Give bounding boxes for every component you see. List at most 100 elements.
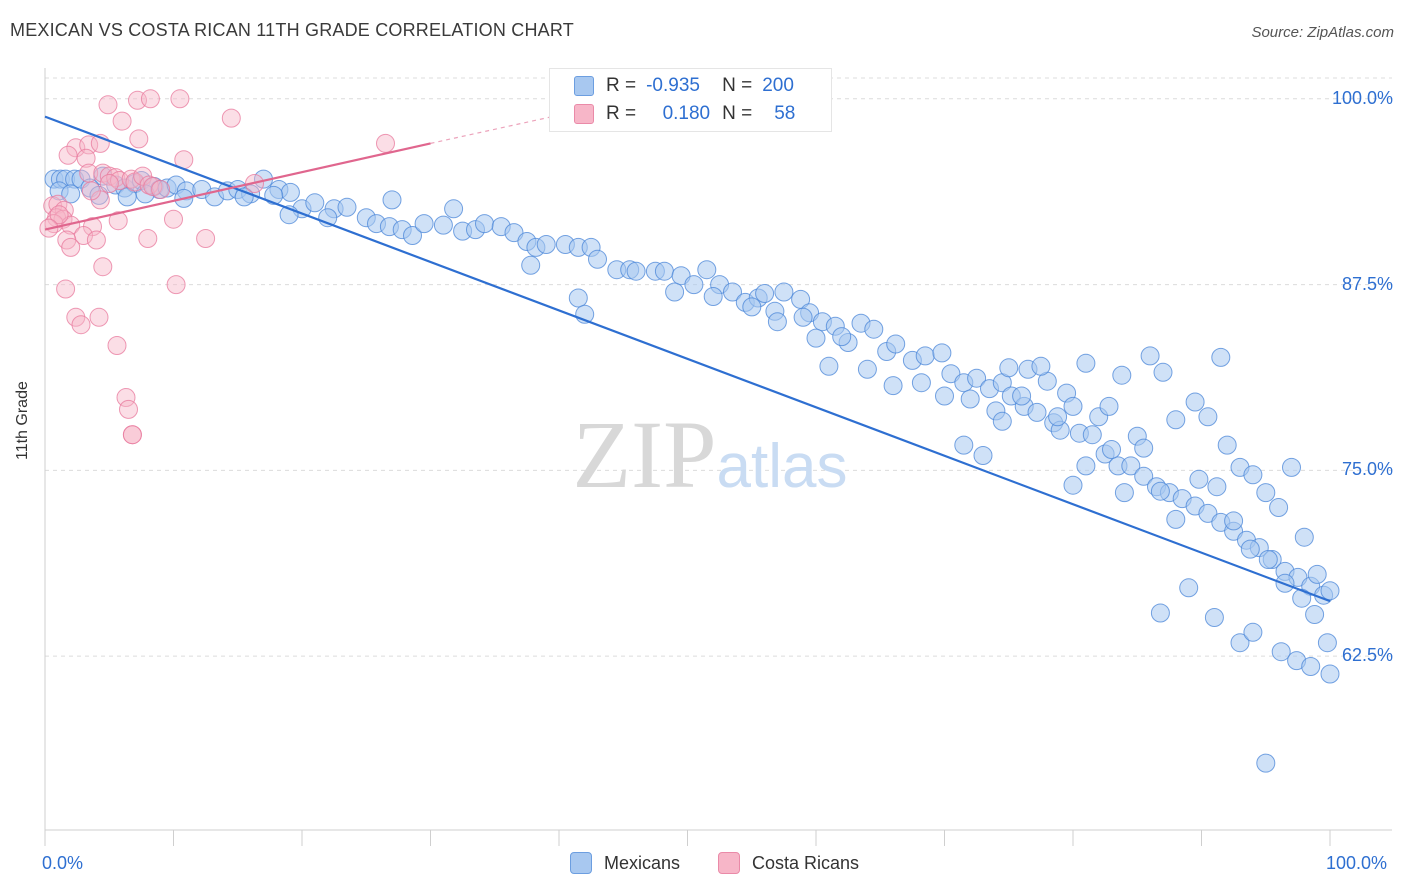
y-tick-label: 75.0%	[1341, 459, 1393, 480]
data-point	[129, 129, 149, 149]
data-point	[1012, 386, 1032, 406]
data-point	[1317, 633, 1337, 653]
data-point	[1224, 511, 1244, 531]
data-point	[1102, 440, 1121, 459]
data-point	[568, 288, 588, 308]
legend-swatch-costa-ricans	[574, 104, 594, 124]
series-costa-ricans	[39, 89, 395, 445]
data-point	[932, 343, 952, 363]
data-point	[1048, 407, 1068, 427]
data-point	[1166, 509, 1186, 529]
watermark-zip: ZIP	[573, 401, 717, 508]
data-point	[1082, 425, 1102, 445]
data-point	[1243, 465, 1263, 485]
data-point	[93, 257, 113, 277]
data-point	[89, 307, 109, 327]
data-point	[61, 237, 81, 257]
data-point	[1211, 347, 1231, 367]
data-point	[1198, 503, 1218, 523]
data-point	[81, 181, 101, 201]
data-point	[138, 229, 158, 248]
data-point	[337, 197, 357, 217]
data-point	[49, 205, 69, 225]
source-label: Source: ZipAtlas.com	[1251, 24, 1394, 41]
y-tick-label: 100.0%	[1331, 87, 1393, 108]
data-point	[992, 411, 1012, 431]
data-point	[1121, 456, 1141, 476]
data-point	[382, 190, 402, 210]
legend-swatch-mexicans	[574, 76, 594, 96]
data-point	[935, 386, 954, 406]
data-point	[280, 182, 300, 202]
data-point	[1134, 438, 1154, 458]
data-point	[166, 275, 186, 295]
data-point	[941, 364, 961, 384]
data-point	[1217, 435, 1237, 455]
data-point	[1166, 410, 1186, 430]
y-axis-label: 11th Grade	[14, 381, 31, 460]
data-point	[1027, 402, 1047, 422]
data-point	[1031, 356, 1051, 376]
data-point	[1134, 466, 1154, 486]
data-point	[119, 399, 138, 419]
data-point	[475, 214, 494, 234]
points	[39, 89, 1340, 773]
data-point	[1153, 362, 1173, 382]
data-point	[1320, 664, 1340, 684]
data-point	[742, 297, 762, 317]
bottom-legend-mexicans: Mexicans	[570, 852, 680, 874]
data-point	[1301, 657, 1321, 676]
legend-row-costa-ricans: R = 0.180 N = 58	[574, 101, 795, 127]
data-point	[915, 346, 935, 366]
data-point	[1320, 581, 1340, 601]
data-point	[1076, 456, 1096, 476]
grid	[45, 77, 1392, 657]
data-point	[121, 169, 141, 189]
data-point	[112, 111, 132, 131]
legend-n-value: 58	[774, 103, 796, 124]
data-point	[521, 255, 541, 275]
data-point	[767, 312, 787, 332]
data-point	[117, 187, 137, 207]
data-point	[99, 174, 119, 193]
data-point	[536, 235, 556, 254]
legend-r-value: -0.935	[646, 75, 700, 96]
axes	[44, 68, 1392, 846]
data-point	[1305, 605, 1325, 624]
series-mexicans	[44, 166, 1340, 773]
data-point	[1076, 353, 1096, 373]
data-point	[221, 108, 241, 128]
bottom-legend-swatch-mexicans	[570, 852, 592, 874]
data-point	[433, 215, 453, 235]
y-tick-label: 62.5%	[1341, 645, 1393, 666]
watermark: ZIPatlas	[573, 401, 848, 508]
data-point	[703, 287, 723, 306]
data-point	[58, 145, 78, 165]
data-point	[170, 89, 190, 109]
data-point	[1099, 396, 1119, 416]
data-point	[1307, 564, 1327, 584]
data-point	[886, 334, 906, 354]
data-point	[999, 358, 1019, 378]
data-point	[967, 368, 987, 388]
data-point	[723, 282, 742, 302]
data-point	[1204, 608, 1224, 627]
data-point	[116, 388, 136, 407]
data-point	[1292, 588, 1312, 608]
data-point	[151, 180, 171, 199]
data-point	[960, 389, 980, 409]
data-point	[98, 95, 118, 115]
data-point	[414, 214, 434, 234]
legend-row-mexicans: R = -0.935 N = 200	[574, 73, 794, 99]
legend-r-value: 0.180	[662, 103, 711, 124]
data-point	[196, 229, 216, 248]
data-point	[1294, 527, 1314, 547]
data-point	[444, 199, 464, 219]
data-point	[61, 184, 81, 204]
legend: R = -0.935 N = 200 R = 0.180 N = 58	[549, 68, 832, 132]
y-tick-label: 87.5%	[1341, 273, 1393, 294]
data-point	[806, 328, 826, 348]
data-point	[1112, 365, 1132, 385]
bottom-legend-label-mexicans: Mexicans	[604, 852, 681, 873]
